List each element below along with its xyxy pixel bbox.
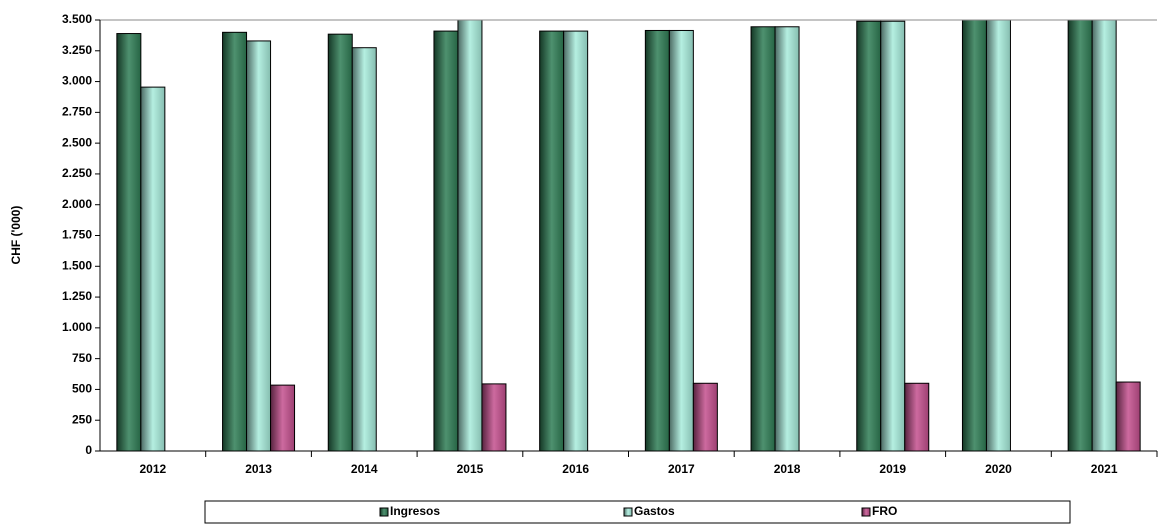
bar [563,30,589,452]
y-axis-label: CHF ('000) [9,206,23,265]
y-tick-label: 2.250 [62,166,92,180]
bar [880,20,906,452]
legend-label: Ingresos [390,504,440,518]
bar [1091,20,1117,452]
x-tick-label: 2018 [774,462,801,476]
y-tick-label: 0 [85,443,92,457]
y-tick-label: 1.000 [62,320,92,334]
y-tick-label: 2.750 [62,105,92,119]
bar [116,33,142,452]
y-tick-label: 250 [72,412,92,426]
y-tick-label: 1.750 [62,228,92,242]
y-tick-label: 2.500 [62,135,92,149]
legend-label: Gastos [634,504,675,518]
bar [774,26,800,452]
bar [246,40,272,452]
bar [904,382,930,452]
bar [668,29,694,452]
bar [1067,20,1093,452]
x-tick-label: 2016 [562,462,589,476]
plot [116,20,1141,452]
x-tick-label: 2012 [139,462,166,476]
bar [985,20,1011,452]
x-tick-label: 2020 [985,462,1012,476]
legend-box [204,500,1071,524]
bar [222,31,248,452]
bar [1115,381,1141,452]
y-tick-label: 3.000 [62,74,92,88]
y-tick-label: 3.250 [62,43,92,57]
bar [270,384,296,452]
bar [692,382,718,452]
legend-swatch [623,507,633,517]
y-tick-label: 2.000 [62,197,92,211]
bar [481,383,507,452]
bar [750,26,776,452]
x-tick-label: 2015 [457,462,484,476]
y-tick-label: 1.500 [62,258,92,272]
bar [961,20,987,452]
y-tick-label: 750 [72,351,92,365]
bar [433,30,459,452]
bar [539,30,565,452]
bar [644,29,670,452]
bar [457,20,483,452]
x-tick-label: 2014 [351,462,378,476]
x-tick-label: 2019 [879,462,906,476]
bar [327,33,353,452]
x-tick-label: 2021 [1091,462,1118,476]
bar [856,20,882,452]
y-tick-label: 500 [72,382,92,396]
legend-label: FRO [872,504,897,518]
legend-swatch [379,507,389,517]
legend-swatch [861,507,871,517]
y-tick-label: 3.500 [62,12,92,26]
bar [140,86,166,452]
x-tick-label: 2013 [245,462,272,476]
y-tick-label: 1.250 [62,289,92,303]
bar [351,47,377,452]
x-tick-label: 2017 [668,462,695,476]
